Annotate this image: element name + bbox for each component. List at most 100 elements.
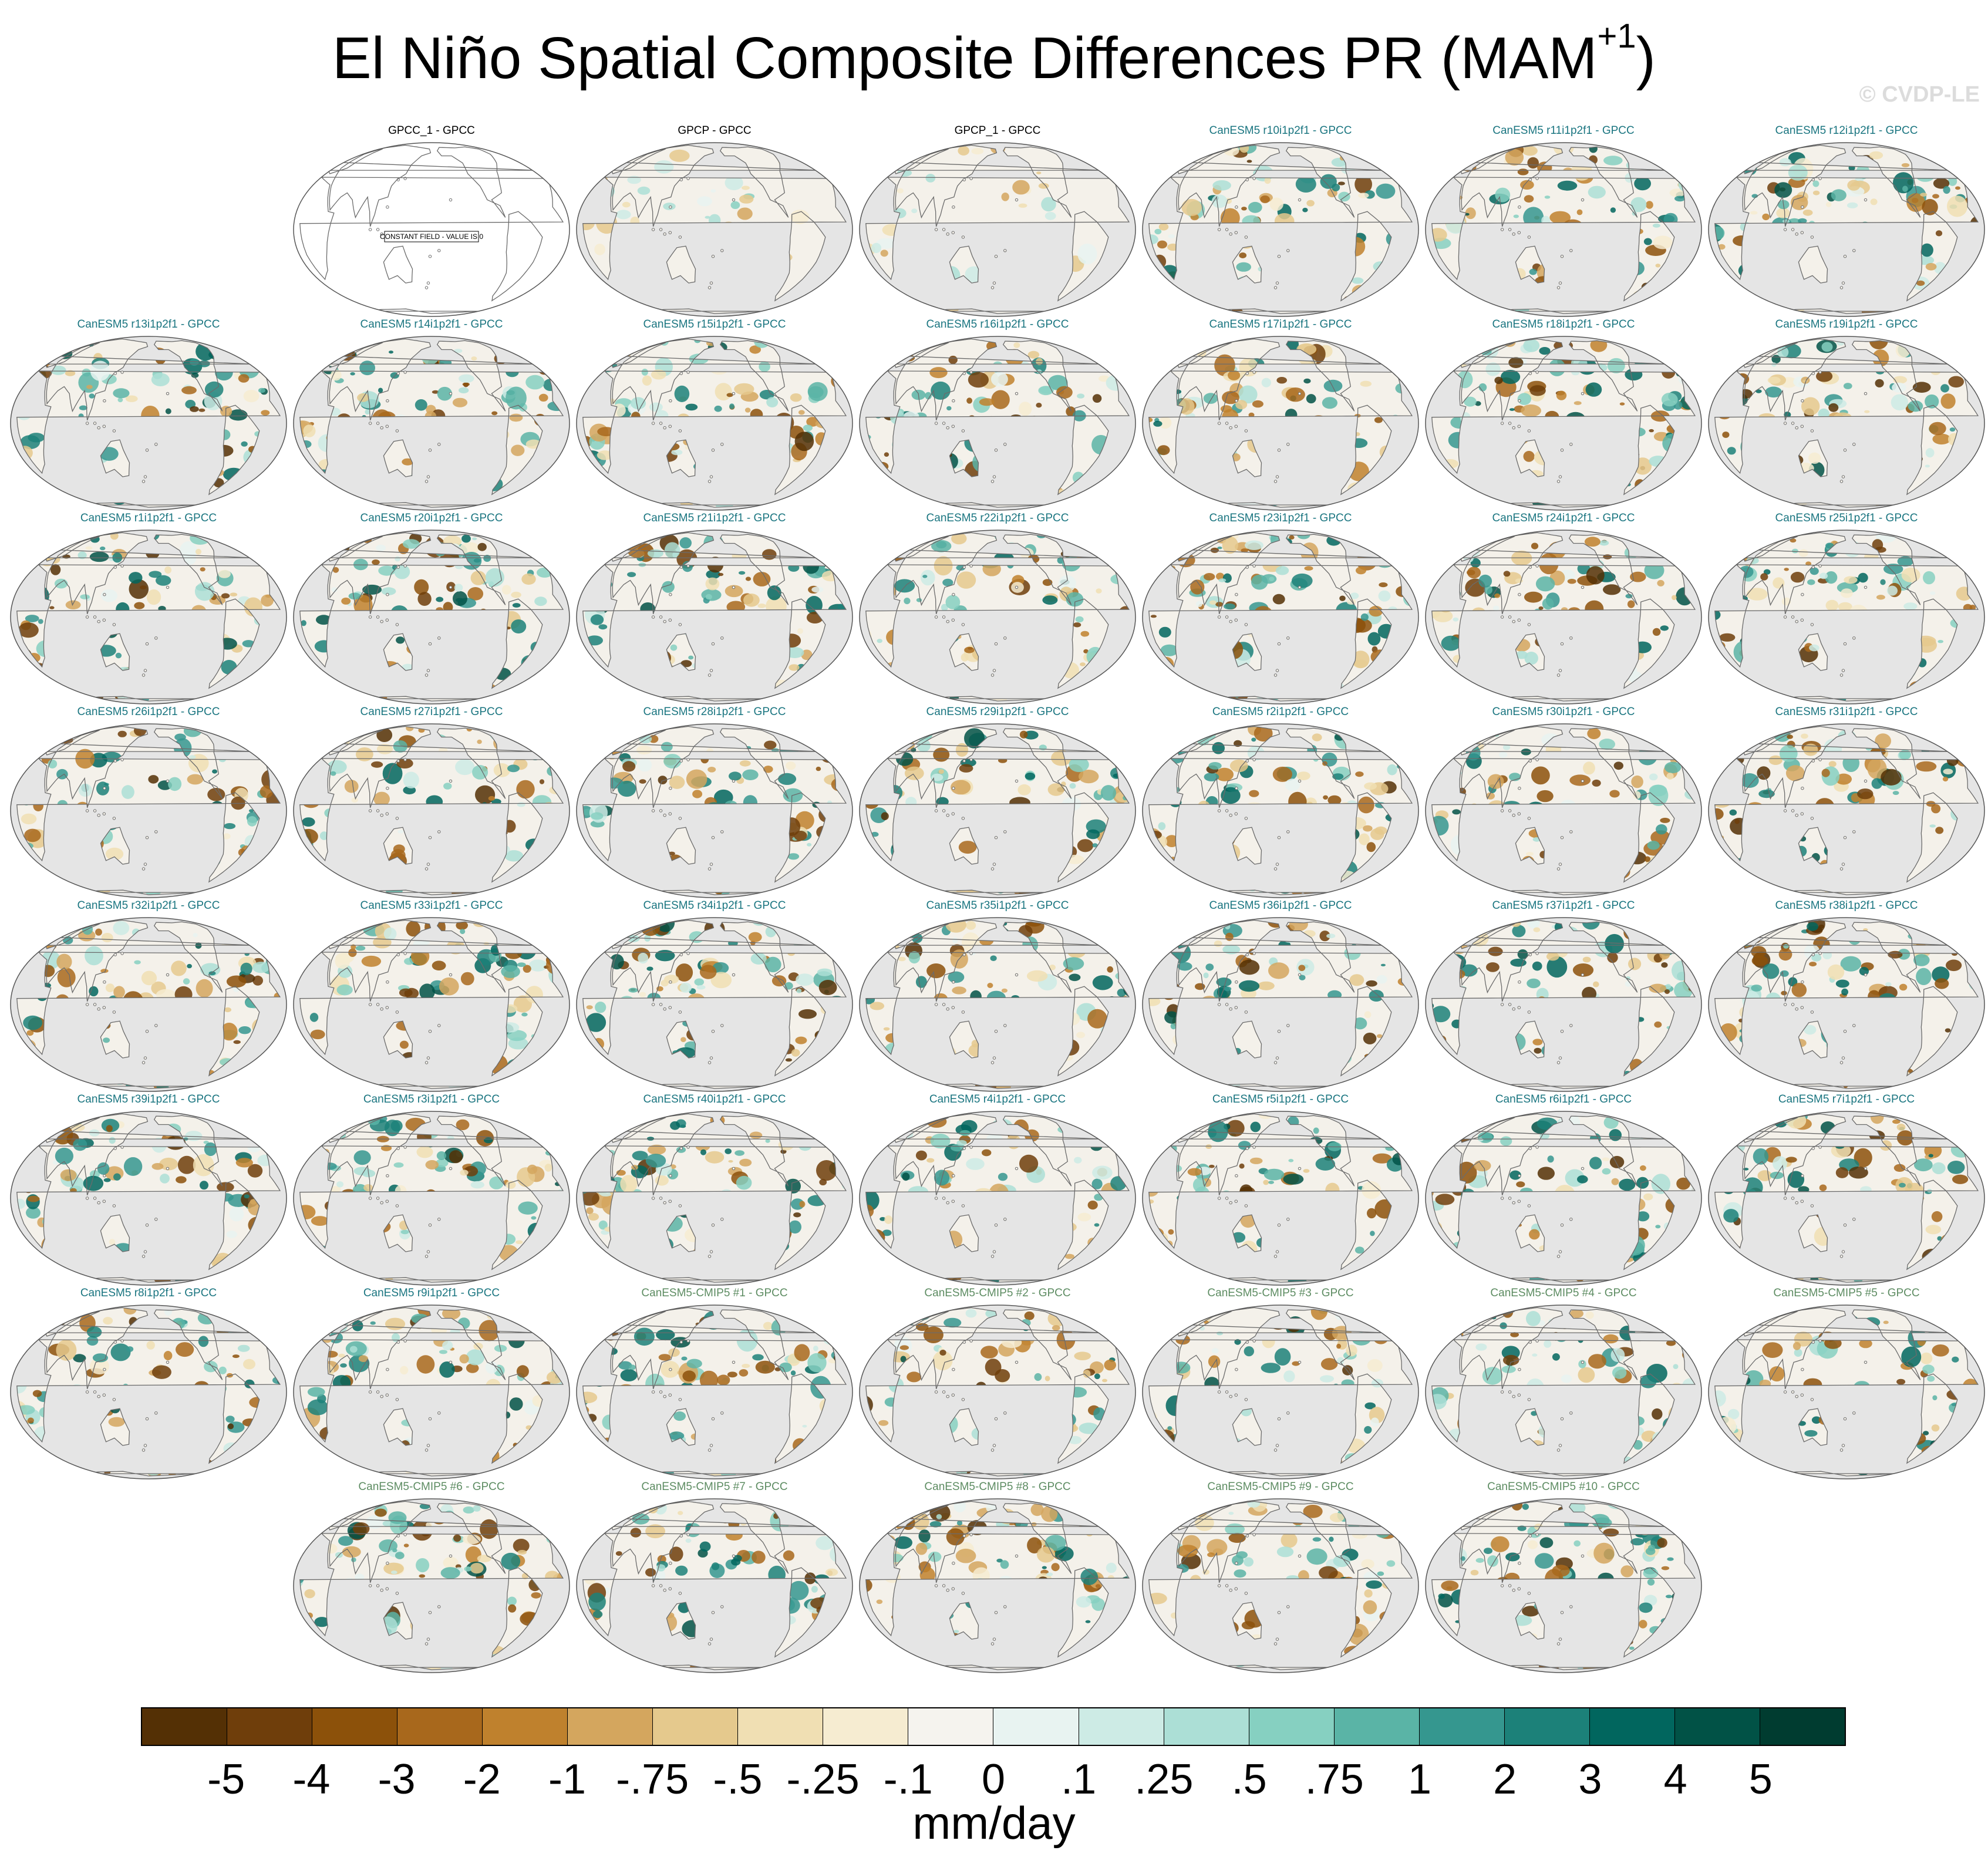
map-panel: CanESM5 r7i1p2f1 - GPCC [1706,1093,1987,1287]
world-map [1708,142,1985,317]
world-map [859,917,1136,1092]
world-map [1425,917,1702,1092]
map-panel: CanESM5-CMIP5 #10 - GPCC [1423,1481,1704,1674]
map-border [10,917,287,1092]
map-border [1425,530,1702,705]
map-panel: GPCP_1 - GPCC [857,124,1138,318]
land-europe [321,1311,537,1336]
colorbar-swatch [993,1708,1079,1745]
map-border [1142,1498,1419,1673]
world-map [1425,1498,1702,1673]
world-map [10,336,287,511]
colorbar-swatch [1674,1708,1760,1745]
map-panel: CanESM5 r6i1p2f1 - GPCC [1423,1093,1704,1287]
land-austr [1798,246,1828,284]
map-border [859,1305,1136,1479]
land-africa [1714,564,1978,667]
map-panel: CanESM5 r39i1p2f1 - GPCC [8,1093,289,1287]
world-map [859,142,1136,317]
world-map [1142,723,1419,898]
map-panel: GPCP - GPCC [574,124,855,318]
colorbar-tick-label: -.75 [616,1756,689,1803]
map-border [293,1498,570,1673]
land-antarc [1776,696,1916,701]
colorbar-swatch [738,1708,824,1745]
panel-title: CanESM5 r12i1p2f1 - GPCC [1775,124,1918,137]
land-antarc [1210,1278,1350,1282]
colorbar-swatch [908,1708,994,1745]
colorbar-tick-label: 3 [1578,1756,1602,1803]
panel-title: CanESM5 r37i1p2f1 - GPCC [1492,899,1635,912]
world-map [859,1305,1136,1479]
map-panel: CanESM5 r12i1p2f1 - GPCC [1706,124,1987,318]
map-border [1425,1305,1702,1479]
land-sameri [1906,1180,1957,1270]
map-panel: CanESM5 r23i1p2f1 - GPCC [1140,512,1421,706]
colorbar-tick-label: 1 [1407,1756,1432,1803]
map-panel: CanESM5 r28i1p2f1 - GPCC [574,706,855,899]
map-panel: CanESM5 r13i1p2f1 - GPCC [8,318,289,512]
land-austr [949,1408,979,1446]
colorbar-tick-label: 2 [1493,1756,1517,1803]
land-europe [1170,1311,1386,1336]
map-border [859,723,1136,898]
world-map [10,917,287,1092]
map-panel: CanESM5 r34i1p2f1 - GPCC [574,899,855,1093]
map-panel: CanESM5 r38i1p2f1 - GPCC [1706,899,1987,1093]
world-map [1708,723,1985,898]
panel-title: CanESM5-CMIP5 #10 - GPCC [1487,1481,1640,1493]
map-panel: CanESM5 r25i1p2f1 - GPCC [1706,512,1987,706]
colorbar-swatch [397,1708,483,1745]
colorbar-swatch [1334,1708,1420,1745]
land-europe [38,730,254,755]
map-border [293,1305,570,1479]
land-antarc [1493,1278,1633,1282]
land-europe [38,342,254,368]
map-border [1708,142,1985,317]
map-panel: CanESM5 r24i1p2f1 - GPCC [1423,512,1704,706]
colorbar-tick-label: -.25 [786,1756,860,1803]
world-map [1708,1111,1985,1286]
panel-title: CanESM5 r31i1p2f1 - GPCC [1775,706,1918,718]
panel-title: CanESM5-CMIP5 #3 - GPCC [1207,1287,1354,1299]
map-panel: CanESM5 r1i1p2f1 - GPCC [8,512,289,706]
panel-title: CanESM5 r25i1p2f1 - GPCC [1775,512,1918,524]
colorbar-swatch [1079,1708,1164,1745]
panel-title: CanESM5 r23i1p2f1 - GPCC [1209,512,1352,524]
world-map [293,917,570,1092]
colorbar-swatch [568,1708,653,1745]
land-africa [299,758,563,861]
land-europe [604,730,820,755]
land-europe [1170,923,1386,949]
world-map [576,142,853,317]
panel-title: CanESM5 r3i1p2f1 - GPCC [363,1093,500,1105]
map-border [576,1305,853,1479]
panel-title: CanESM5-CMIP5 #6 - GPCC [358,1481,505,1493]
map-border [10,1305,287,1479]
land-sameri [774,211,825,301]
map-panel: CanESM5 r18i1p2f1 - GPCC [1423,318,1704,512]
land-africa [865,177,1129,279]
map-panel: CanESM5 r29i1p2f1 - GPCC [857,706,1138,899]
land-sameri [491,1568,543,1657]
land-europe [887,536,1103,561]
panel-title: CanESM5-CMIP5 #4 - GPCC [1490,1287,1637,1299]
colorbar-swatch [1504,1708,1590,1745]
world-map [859,1111,1136,1286]
world-map [859,336,1136,511]
panel-title: CanESM5 r13i1p2f1 - GPCC [77,318,220,331]
map-border [10,336,287,511]
map-panel: CanESM5 r19i1p2f1 - GPCC [1706,318,1987,512]
land-antarc [361,1278,501,1282]
land-antarc [361,1084,501,1088]
world-map [10,723,287,898]
map-border [576,336,853,511]
map-border [1142,723,1419,898]
map-border [859,917,1136,1092]
land-antarc [1210,1084,1350,1088]
land-europe [604,923,820,949]
world-map [859,723,1136,898]
panel-title: CanESM5 r9i1p2f1 - GPCC [363,1287,500,1299]
land-antarc [644,1084,784,1088]
land-sameri [1623,211,1674,301]
